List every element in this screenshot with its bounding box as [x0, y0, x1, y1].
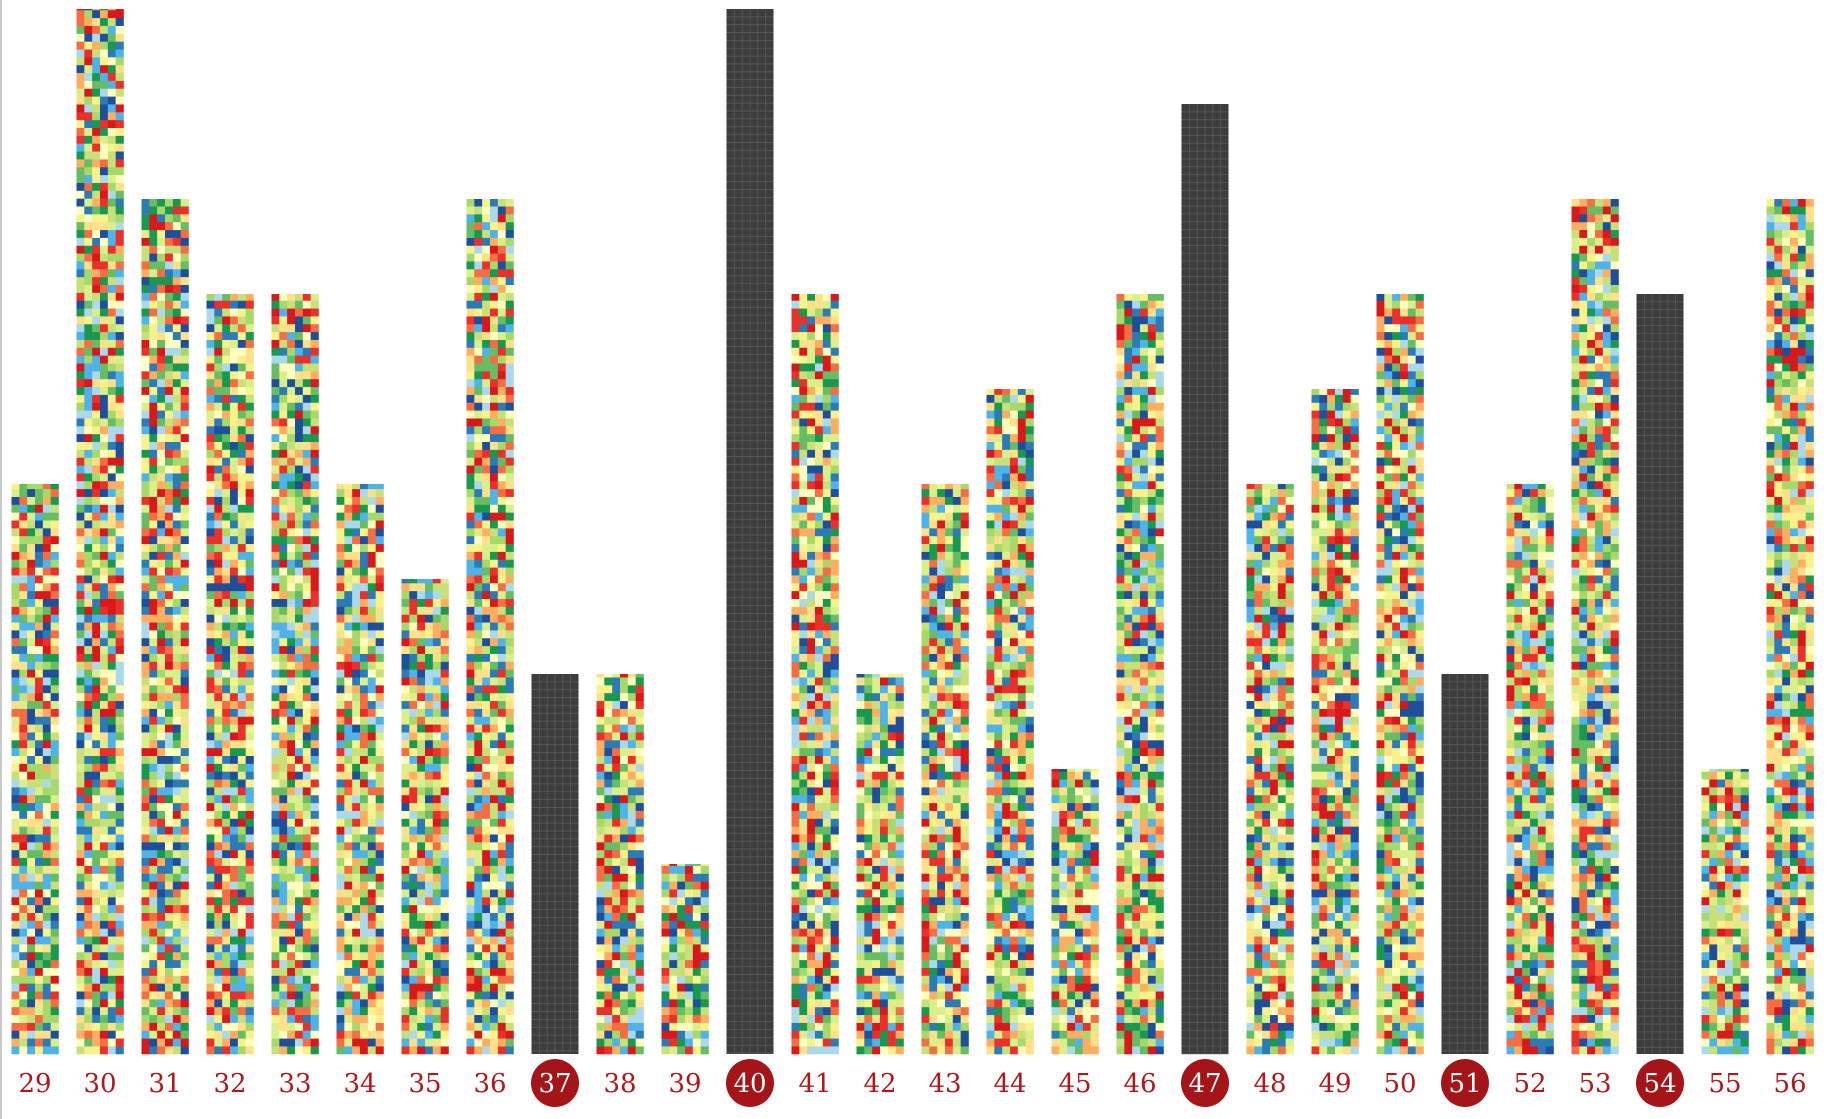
bar-31 — [141, 199, 189, 1055]
tick-label-37: 37 — [531, 1059, 579, 1107]
tick-label-40: 40 — [726, 1059, 774, 1107]
tick-label-41: 41 — [798, 1069, 831, 1099]
tick-label-49: 49 — [1318, 1069, 1351, 1099]
tick-label-51: 51 — [1441, 1059, 1489, 1107]
bar-44 — [986, 389, 1034, 1055]
bar-56 — [1766, 199, 1814, 1055]
tick-label-39: 39 — [668, 1069, 701, 1099]
svg-text:36: 36 — [473, 1069, 506, 1099]
bar-32 — [206, 294, 254, 1055]
svg-text:29: 29 — [18, 1069, 51, 1099]
bar-37 — [531, 674, 579, 1054]
bar-46 — [1116, 294, 1164, 1055]
svg-text:34: 34 — [343, 1069, 376, 1099]
bar-53 — [1571, 199, 1619, 1055]
svg-text:35: 35 — [408, 1069, 441, 1099]
tick-label-33: 33 — [278, 1069, 311, 1099]
highlight-badge — [726, 1059, 774, 1107]
tick-label-35: 35 — [408, 1069, 441, 1099]
bar-40 — [726, 9, 774, 1054]
tick-label-55: 55 — [1708, 1069, 1741, 1099]
tick-label-53: 53 — [1578, 1069, 1611, 1099]
tick-label-48: 48 — [1253, 1069, 1286, 1099]
bar-38 — [596, 674, 644, 1055]
bar-34 — [336, 484, 384, 1055]
bar-54 — [1636, 294, 1684, 1054]
tick-label-30: 30 — [83, 1069, 116, 1099]
bar-47 — [1181, 104, 1229, 1055]
tick-label-42: 42 — [863, 1069, 896, 1099]
bar-43 — [921, 484, 969, 1055]
svg-text:30: 30 — [83, 1069, 116, 1099]
bar-48 — [1246, 484, 1294, 1055]
highlight-badge — [1441, 1059, 1489, 1107]
bar-35 — [401, 579, 449, 1055]
tick-label-31: 31 — [148, 1069, 181, 1099]
tick-label-36: 36 — [473, 1069, 506, 1099]
tick-label-52: 52 — [1513, 1069, 1546, 1099]
bar-41 — [791, 294, 839, 1055]
tick-label-38: 38 — [603, 1069, 636, 1099]
tick-label-54: 54 — [1636, 1059, 1684, 1107]
tick-label-46: 46 — [1123, 1069, 1156, 1099]
bar-52 — [1506, 484, 1554, 1055]
tick-label-34: 34 — [343, 1069, 376, 1099]
highlight-badge — [531, 1059, 579, 1107]
bar-51 — [1441, 674, 1489, 1054]
svg-text:38: 38 — [603, 1069, 636, 1099]
bar-30 — [76, 9, 124, 1055]
highlight-badge — [1636, 1059, 1684, 1107]
tick-label-29: 29 — [18, 1069, 51, 1099]
bar-39 — [661, 864, 709, 1055]
tick-label-56: 56 — [1773, 1069, 1806, 1099]
tick-label-44: 44 — [993, 1069, 1026, 1099]
tick-label-45: 45 — [1058, 1069, 1091, 1099]
svg-text:37: 37 — [538, 1069, 571, 1099]
bar-29 — [11, 484, 59, 1055]
svg-text:33: 33 — [278, 1069, 311, 1099]
tick-label-50: 50 — [1383, 1069, 1416, 1099]
left-border — [0, 0, 2, 1119]
tick-label-32: 32 — [213, 1069, 246, 1099]
bar-36 — [466, 199, 514, 1055]
bar-33 — [271, 294, 319, 1055]
tick-label-43: 43 — [928, 1069, 961, 1099]
bar-55 — [1701, 769, 1749, 1055]
bar-49 — [1311, 389, 1359, 1055]
highlight-badge — [1181, 1059, 1229, 1107]
bar-42 — [856, 674, 904, 1055]
svg-text:32: 32 — [213, 1069, 246, 1099]
tick-label-47: 47 — [1181, 1059, 1229, 1107]
bar-50 — [1376, 294, 1424, 1055]
svg-text:31: 31 — [148, 1069, 181, 1099]
bar-45 — [1051, 769, 1099, 1055]
